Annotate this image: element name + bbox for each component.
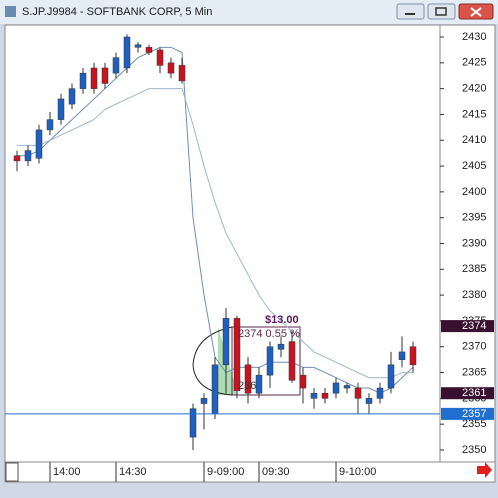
x-tick-label: 14:00	[53, 466, 81, 478]
price-marker	[441, 320, 494, 333]
x-tick-label: 14:30	[119, 466, 147, 478]
candle-body	[310, 392, 318, 399]
candle-body	[244, 364, 252, 394]
candle-body	[57, 98, 65, 120]
candle-body	[343, 385, 351, 389]
y-tick-label: 2355	[462, 418, 486, 430]
candle-body	[178, 65, 186, 82]
candle-body	[68, 88, 76, 105]
candle-body	[222, 318, 230, 366]
candle-body	[288, 341, 296, 381]
candle-body	[123, 36, 131, 69]
candle-body	[376, 387, 384, 399]
candle-body	[299, 374, 307, 389]
candle-body	[200, 398, 208, 404]
candle-body	[266, 346, 274, 376]
y-tick-label: 2425	[462, 57, 486, 69]
candle-body	[354, 387, 362, 399]
y-tick-label: 2430	[462, 31, 486, 43]
candle-body	[409, 346, 417, 366]
candle-body	[156, 49, 164, 66]
window-title: S.JP.J9984 - SOFTBANK CORP, 5 Min	[22, 6, 212, 18]
price-marker	[441, 387, 494, 400]
candle-body	[13, 155, 21, 162]
scroll-right-arrow[interactable]	[477, 462, 492, 478]
y-tick-label: 2400	[462, 186, 486, 198]
moving-average	[17, 88, 413, 379]
candle-body	[398, 351, 406, 360]
candle-body	[189, 408, 197, 438]
y-tick-label: 2410	[462, 134, 486, 146]
candle-body	[90, 67, 98, 89]
candle-body	[112, 57, 120, 74]
price-marker-label: 2361	[462, 387, 486, 399]
candle-body	[167, 62, 175, 74]
candle-body	[255, 374, 263, 394]
candle-body	[24, 150, 32, 162]
maximize-button[interactable]	[427, 3, 456, 20]
candle-body	[321, 392, 329, 399]
price-marker	[441, 407, 494, 420]
candle-body	[277, 343, 285, 350]
y-tick-label: 2415	[462, 108, 486, 120]
y-tick-label: 2380	[462, 289, 486, 301]
y-tick-label: 2390	[462, 237, 486, 249]
y-tick-label: 2385	[462, 263, 486, 275]
candle-body	[233, 318, 241, 391]
candle-body	[387, 364, 395, 389]
window-icon	[5, 6, 16, 17]
candle-body	[145, 47, 153, 53]
annotation-amount: $13.00	[265, 314, 299, 326]
candle-body	[35, 129, 43, 159]
candle-body	[134, 44, 142, 48]
x-tick-label: 9-10:00	[339, 466, 376, 478]
scroll-box[interactable]	[5, 462, 19, 482]
x-tick-label: 09:30	[262, 466, 290, 478]
candle-body	[332, 382, 340, 394]
candle-body	[211, 364, 219, 415]
y-tick-label: 2365	[462, 366, 486, 378]
measure-box	[231, 326, 301, 396]
price-marker-label: 2357	[462, 408, 486, 420]
price-marker-label: 2374	[462, 320, 486, 332]
x-tick-label: 9-09:00	[207, 466, 244, 478]
y-tick-label: 2350	[462, 444, 486, 456]
y-tick-label: 2395	[462, 212, 486, 224]
annotation-price: 236	[238, 380, 256, 392]
y-tick-label: 2370	[462, 341, 486, 353]
time-axis	[4, 461, 496, 483]
candle-body	[46, 119, 54, 131]
minimize-button[interactable]	[396, 3, 425, 20]
candle-body	[365, 398, 373, 404]
y-tick-label: 2420	[462, 83, 486, 95]
candle-body	[79, 72, 87, 89]
candle-body	[101, 67, 109, 84]
annotation-change: 2374 0.55 %	[238, 328, 300, 340]
y-tick-label: 2405	[462, 160, 486, 172]
